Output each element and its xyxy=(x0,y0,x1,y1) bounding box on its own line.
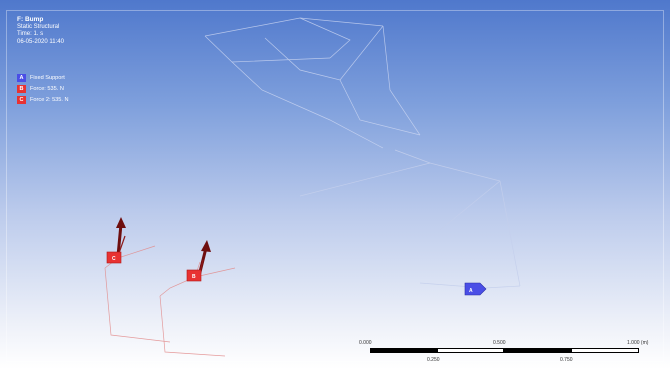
legend-swatch-c: C xyxy=(17,95,26,104)
analysis-title: F: Bump xyxy=(17,16,44,23)
analysis-date: 06-05-2020 11:40 xyxy=(17,38,64,45)
force-c-marker[interactable]: C xyxy=(106,251,122,264)
legend-item-force-2[interactable]: C Force 2: 535. N xyxy=(17,94,69,105)
scale-label-1: 1.000 (m) xyxy=(627,340,649,346)
legend-swatch-a: A xyxy=(17,73,26,82)
legend-item-force[interactable]: B Force: 535. N xyxy=(17,83,69,94)
force-b-marker[interactable]: B xyxy=(186,269,202,282)
fixed-support-marker-label: A xyxy=(469,288,473,294)
scale-segment-3 xyxy=(504,348,571,353)
right-frame-wireframe xyxy=(299,149,521,289)
scale-label-0-25: 0.250 xyxy=(427,357,440,363)
force-c-arrow xyxy=(116,217,126,257)
scale-segment-4 xyxy=(571,348,639,353)
force-b-marker-label: B xyxy=(192,274,196,280)
boundary-conditions-legend: A Fixed Support B Force: 535. N C Force … xyxy=(17,72,69,105)
fixed-support-marker[interactable]: A xyxy=(464,282,487,296)
legend-label-force-2: Force 2: 535. N xyxy=(30,96,69,103)
upper-frame-wireframe xyxy=(204,17,421,149)
force-c-marker-label: C xyxy=(112,256,116,262)
scale-label-0-75: 0.750 xyxy=(560,357,573,363)
scale-segment-1 xyxy=(370,348,437,353)
legend-label-fixed-support: Fixed Support xyxy=(30,74,65,81)
legend-item-fixed-support[interactable]: A Fixed Support xyxy=(17,72,69,83)
scale-ruler: 0.000 0.500 1.000 (m) 0.250 0.750 xyxy=(357,338,657,366)
legend-label-force: Force: 535. N xyxy=(30,85,64,92)
analysis-time: Time: 1. s xyxy=(17,31,44,38)
analysis-type: Static Structural xyxy=(17,23,60,30)
scale-segment-2 xyxy=(437,348,504,353)
scale-label-0: 0.000 xyxy=(359,340,372,346)
scale-label-0-5: 0.500 xyxy=(493,340,506,346)
analysis-info-panel: F: Bump Static Structural Time: 1. s 06-… xyxy=(17,16,64,46)
lower-frame-wireframe xyxy=(104,224,236,357)
legend-swatch-b: B xyxy=(17,84,26,93)
